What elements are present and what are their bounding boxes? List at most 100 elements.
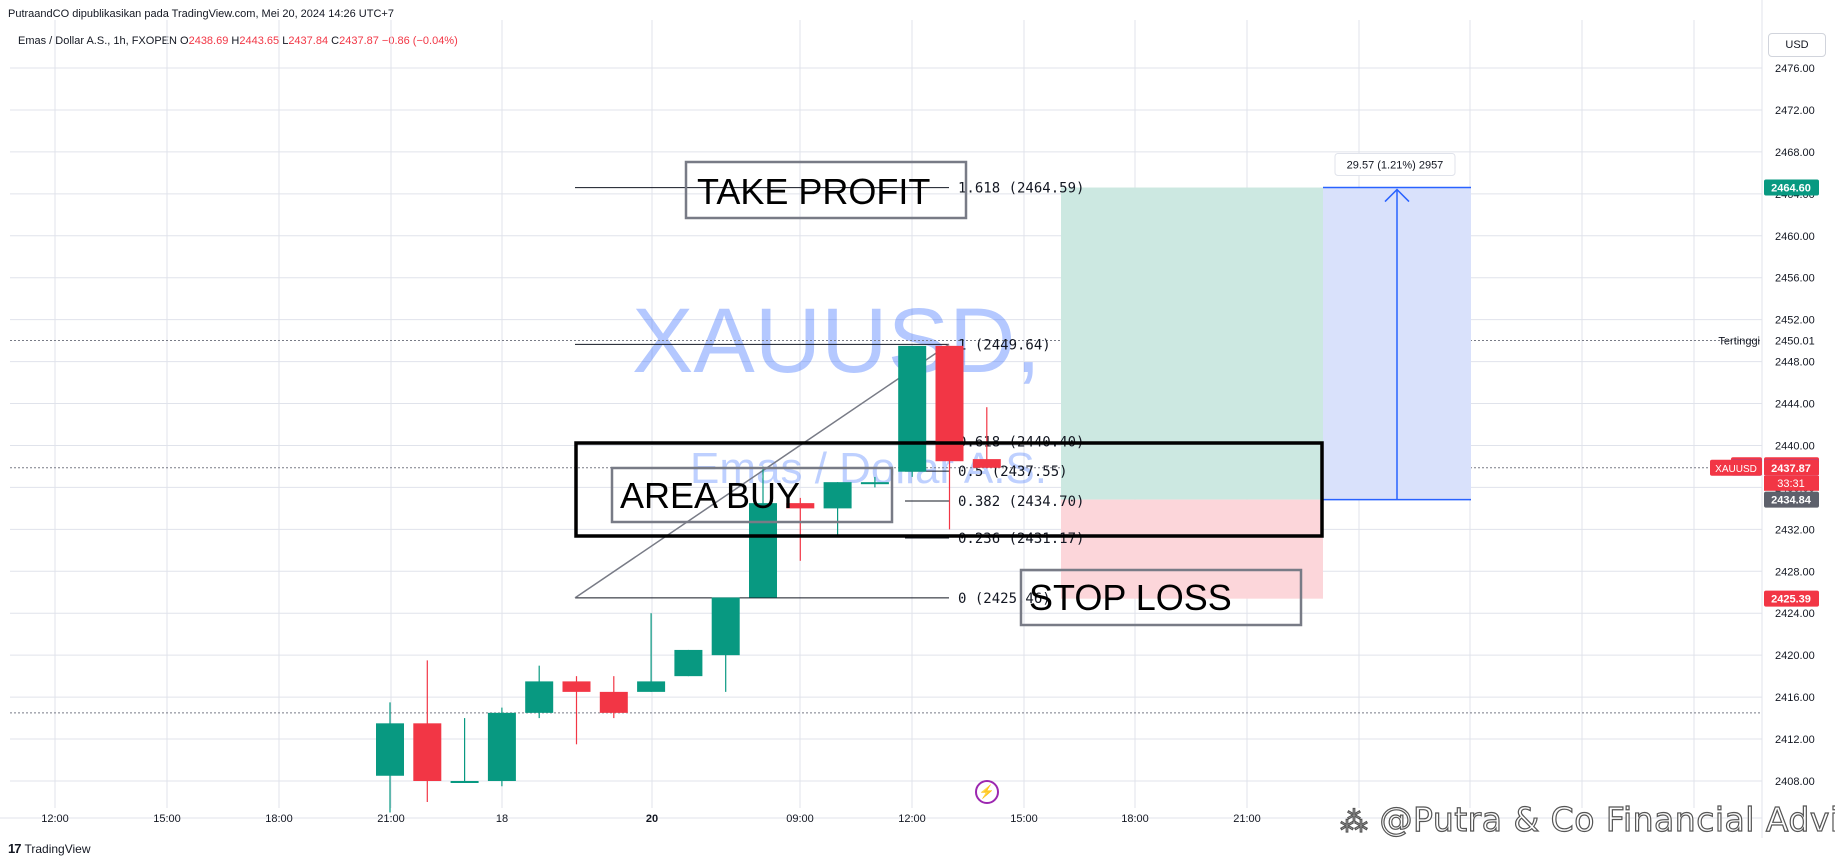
close-label: C [331,35,340,47]
candle [525,665,554,719]
footer-brand[interactable]: 17 TradingView [8,841,91,856]
paw-icon: ⁂ [1339,804,1369,838]
price-tag [1764,179,1819,196]
candle [749,466,777,598]
price-tick-label: 2444.00 [1775,399,1815,411]
countdown-value: 33:31 [1777,478,1805,490]
overlay-watermark: ⁂ @Putra & Co Financial Advisor [1339,799,1835,839]
footer-brand-label: TradingView [24,841,91,856]
symbol-legend: Emas / Dollar A.S., 1h, FXOPEN O2438.69 … [18,35,458,47]
price-tick-label: 2432.00 [1775,524,1815,536]
change-value: −0.86 (−0.04%) [381,35,458,47]
time-tick-label: 21:00 [377,813,405,825]
fib-level-label: 0.5 (2437.55) [958,464,1068,480]
candle-body [711,597,740,656]
price-tag-label: Tertinggi [1718,336,1760,348]
overlay-watermark-text: @Putra & Co Financial Advisor [1379,799,1835,839]
time-tick-label: 18:00 [265,813,293,825]
measure-arrow-head [1384,188,1410,203]
candle-body [376,723,404,776]
open-label: O [180,35,189,47]
close-value: 2437.87 [339,35,379,47]
candle-body [972,459,1001,468]
candle [450,718,479,783]
time-tick-label: 20 [646,813,658,825]
price-tick-label: 2452.00 [1775,315,1815,327]
candle-body [599,691,628,713]
price-tag-value: 2450.01 [1775,336,1815,348]
candle [972,407,1001,469]
price-tick-label: 2424.00 [1775,608,1815,620]
candle-body [562,681,591,692]
candle-body [786,503,815,509]
price-tag-label: XAUUSD [1715,464,1757,475]
price-tick-label: 2472.00 [1775,105,1815,117]
candle [711,597,740,692]
fib-level-label: 1.618 (2464.59) [958,181,1084,197]
low-label: L [282,35,289,47]
price-tick-label: 2468.00 [1775,147,1815,159]
time-tick-label: 18 [496,813,508,825]
candle [637,613,666,692]
fib-level-label: 0.236 (2431.17) [958,531,1084,547]
price-tag-value: 2437.87 [1771,463,1811,475]
time-tick-label: 15:00 [1010,813,1038,825]
time-tick-label: 15:00 [153,813,181,825]
candle-body [823,482,852,509]
open-value: 2438.69 [188,35,229,47]
fib-level-label: 0.382 (2434.70) [958,494,1084,510]
measure-label: 29.57 (1.21%) 2957 [1347,160,1444,172]
price-tick-label: 2460.00 [1775,231,1815,243]
candle [898,345,927,477]
fib-level-label: 0 (2425.46) [958,591,1051,607]
take-profit-box [684,160,968,220]
fib-level-label: 1 (2449.64) [958,337,1051,353]
candle [860,476,889,488]
candle [599,676,628,719]
time-tick-label: 12:00 [41,813,69,825]
candle-body [637,681,666,692]
price-tick-label: 2476.00 [1775,63,1815,75]
candle-body [674,649,703,677]
price-tag-value: 2425.39 [1771,594,1811,606]
candle [674,649,703,677]
time-tick-label: 18:00 [1121,813,1149,825]
candle-body [749,503,777,598]
price-tag [1764,459,1819,476]
flash-icon[interactable]: ⚡ [975,780,999,804]
measure-label-box [1334,153,1456,177]
candle-body [898,345,927,472]
publisher-caption: PutraandCO dipublikasikan pada TradingVi… [8,8,394,20]
price-tick-label: 2408.00 [1775,776,1815,788]
currency-button[interactable]: USD [1768,33,1826,57]
price-tag [1764,491,1819,508]
tradingview-logo-icon: 17 [8,841,22,856]
high-value: 2443.65 [239,35,280,47]
area-buy-box [610,466,894,524]
price-tick-label: 2416.00 [1775,692,1815,704]
stop-loss-box [1019,568,1303,627]
candle [786,497,815,561]
price-tick-label: 2420.00 [1775,650,1815,662]
price-tag-label-box [1710,459,1762,476]
stop-loss-label: STOP LOSS [1029,577,1232,618]
price-tick-label: 2456.00 [1775,273,1815,285]
price-tag-value: 2464.60 [1771,183,1811,195]
candle-body [413,723,442,781]
price-tick-label: 2440.00 [1775,440,1815,452]
profit-zone [1061,187,1323,500]
price-tick-label: 2428.00 [1775,566,1815,578]
candle [823,482,852,535]
price-tag [1764,590,1819,607]
symbol-title: Emas / Dollar A.S., 1h, FXOPEN [18,35,177,47]
area-buy-zone [574,441,1324,538]
fib-trend-line [574,343,950,599]
price-tag-value: 2434.84 [1771,495,1812,507]
candle [562,676,591,745]
time-tick-label: 09:00 [786,813,814,825]
candle [487,707,516,787]
area-buy-label: AREA BUY [620,475,800,516]
high-label: H [231,35,240,47]
candle [413,660,442,802]
